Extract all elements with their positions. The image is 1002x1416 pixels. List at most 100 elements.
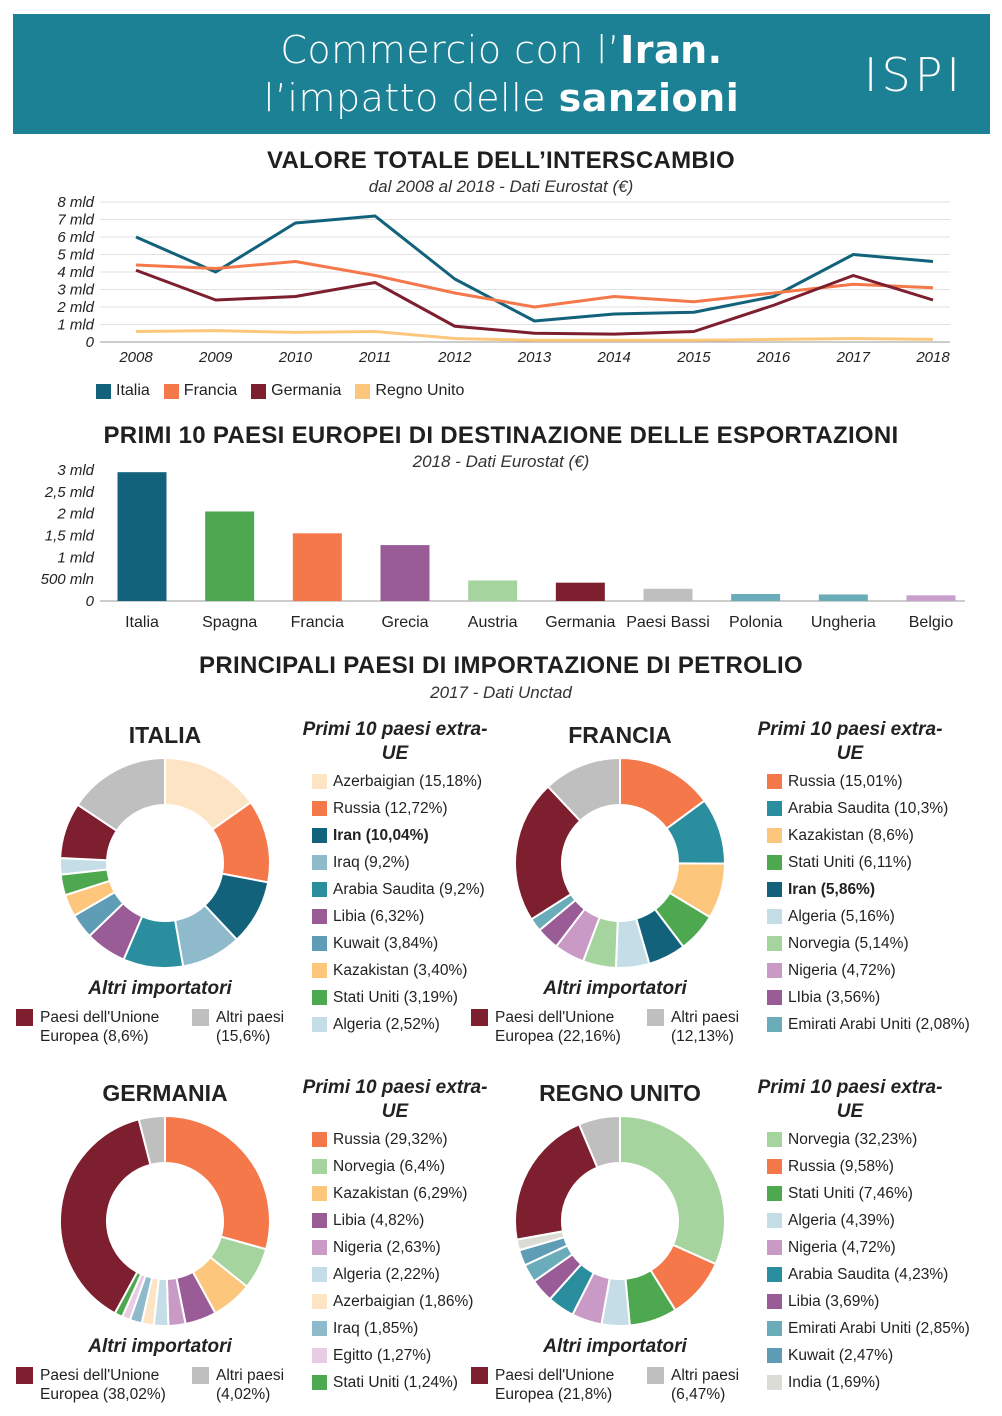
- list-swatch: [312, 1132, 327, 1147]
- others-item: Paesi dell'Unione Europea (22,16%): [471, 1008, 621, 1046]
- category-label: Grecia: [381, 614, 428, 631]
- others-swatch: [192, 1009, 209, 1026]
- others-item: Altri paesi (6,47%): [647, 1366, 739, 1404]
- list-label: Russia (9,58%): [788, 1157, 894, 1175]
- list-item: Stati Uniti (1,24%): [312, 1369, 473, 1396]
- others-swatch: [16, 1367, 33, 1384]
- list-swatch: [767, 1240, 782, 1255]
- bar-austria: [468, 580, 518, 601]
- list-label: Norvegia (6,4%): [333, 1157, 445, 1175]
- title-line-2: l’impatto delle sanzioni: [263, 76, 740, 120]
- bar-chart-title: PRIMI 10 PAESI EUROPEI DI DESTINAZIONE D…: [103, 422, 899, 449]
- bar-spagna: [205, 511, 255, 601]
- list-item: Kazakistan (8,6%): [767, 822, 970, 849]
- list-label: India (1,69%): [788, 1373, 881, 1391]
- list-swatch: [767, 1017, 782, 1032]
- others-item: Paesi dell'Unione Europea (21,8%): [471, 1366, 614, 1404]
- list-label: Russia (12,72%): [333, 799, 448, 817]
- list-swatch: [312, 1294, 327, 1309]
- bar-grecia: [380, 545, 430, 601]
- donut-slice: [577, 1114, 621, 1169]
- y-tick-label: 2 mld: [56, 299, 94, 316]
- bar-chart: 0 500 mln 1 mld 1,5 mld 2 mld 2,5 mld 3 mld Ita…: [41, 462, 965, 631]
- list-swatch: [767, 801, 782, 816]
- list-swatch: [312, 1159, 327, 1174]
- y-tick-label: 3 mld: [57, 462, 94, 479]
- list-swatch: [312, 1240, 327, 1255]
- category-label: Germania: [545, 614, 615, 631]
- list-item: Iran (10,04%): [312, 822, 485, 849]
- legend-swatch: [96, 383, 111, 399]
- y-tick-label: 0: [86, 593, 95, 610]
- list-label: Algeria (2,22%): [333, 1265, 440, 1283]
- list-label: Kazakistan (8,6%): [788, 826, 914, 844]
- country-list: Azerbaigian (15,18%) Russia (12,72%) Iran …: [312, 768, 485, 1038]
- others-swatch: [16, 1009, 33, 1026]
- list-item: Algeria (2,22%): [312, 1261, 473, 1288]
- y-tick-label: 2 mld: [56, 506, 94, 523]
- others-swatch: [647, 1367, 664, 1384]
- others-item: Altri paesi (15,6%): [192, 1008, 284, 1046]
- x-tick-label: 2018: [915, 349, 950, 366]
- list-label: Kazakistan (3,40%): [333, 961, 468, 979]
- line-chart-title: VALORE TOTALE DELL’INTERSCAMBIO: [267, 147, 735, 174]
- series-line-italia: [135, 214, 934, 323]
- list-item: Stati Uniti (3,19%): [312, 984, 485, 1011]
- country-title: ITALIA: [128, 722, 202, 748]
- list-swatch: [767, 774, 782, 789]
- list-swatch: [312, 1186, 327, 1201]
- list-label: Libia (3,69%): [788, 1292, 880, 1310]
- bar-chart-subtitle: 2018 - Dati Eurostat (€): [412, 452, 590, 471]
- others-label: Altri paesi (6,47%): [671, 1367, 740, 1403]
- list-label: Azerbaigian (15,18%): [333, 772, 483, 790]
- header-banner: Commercio con l’Iran. l’impatto delle sa…: [13, 14, 990, 134]
- y-tick-label: 2,5 mld: [44, 484, 95, 501]
- list-label: Algeria (2,52%): [333, 1015, 440, 1033]
- list-item: Kuwait (2,47%): [767, 1342, 970, 1369]
- list-item: Libia (3,69%): [767, 1288, 970, 1315]
- list-swatch: [312, 774, 327, 789]
- list-label: Norvegia (32,23%): [788, 1130, 918, 1148]
- pie-section-subtitle: 2017 - Dati Unctad: [430, 683, 572, 702]
- y-tick-label: 0: [86, 334, 95, 351]
- legend-label: Regno Unito: [375, 382, 465, 399]
- list-label: Stati Uniti (7,46%): [788, 1184, 913, 1202]
- category-label: Francia: [291, 614, 344, 631]
- top10-title: Primi 10 paesi extra-UE: [757, 1077, 943, 1122]
- list-item: Iran (5,86%): [767, 876, 970, 903]
- others-label: Paesi dell'Unione Europea (8,6%): [40, 1009, 160, 1045]
- list-swatch: [312, 936, 327, 951]
- others-item: Altri paesi (4,02%): [192, 1366, 284, 1404]
- others-item: Paesi dell'Unione Europea (38,02%): [16, 1366, 166, 1404]
- legend-item: Francia: [163, 382, 237, 400]
- top10-title: Primi 10 paesi extra-UE: [302, 1077, 488, 1122]
- legend-swatch: [163, 383, 179, 399]
- list-label: Libia (6,32%): [333, 907, 425, 925]
- top10-title: Primi 10 paesi extra-UE: [757, 719, 943, 764]
- list-swatch: [767, 963, 782, 978]
- x-tick-label: 2008: [118, 349, 153, 366]
- others-swatch: [471, 1367, 488, 1384]
- legend-label: Germania: [271, 382, 342, 399]
- bar-francia: [292, 533, 342, 601]
- others-title: Altri importatori: [543, 1336, 687, 1357]
- country-list: Russia (15,01%) Arabia Saudita (10,3%) Kaz…: [767, 768, 970, 1038]
- list-item: Azerbaigian (1,86%): [312, 1288, 473, 1315]
- x-tick-label: 2011: [358, 349, 391, 366]
- list-item: Libia (4,82%): [312, 1207, 473, 1234]
- list-label: Nigeria (2,63%): [333, 1238, 441, 1256]
- country-title: FRANCIA: [568, 722, 672, 748]
- list-item: Azerbaigian (15,18%): [312, 768, 485, 795]
- list-label: Emirati Arabi Uniti (2,08%): [788, 1015, 970, 1033]
- x-tick-label: 2016: [756, 349, 791, 366]
- bar-italia: [117, 472, 167, 601]
- list-swatch: [767, 1267, 782, 1282]
- category-label: Austria: [468, 614, 518, 631]
- others-item: Paesi dell'Unione Europea (8,6%): [16, 1008, 159, 1046]
- list-item: Nigeria (4,72%): [767, 1234, 970, 1261]
- y-tick-label: 7 mld: [57, 212, 94, 229]
- list-item: Emirati Arabi Uniti (2,08%): [767, 1011, 970, 1038]
- x-tick-label: 2012: [437, 349, 472, 366]
- others-title: Altri importatori: [543, 978, 687, 999]
- donut-slice: [76, 756, 166, 833]
